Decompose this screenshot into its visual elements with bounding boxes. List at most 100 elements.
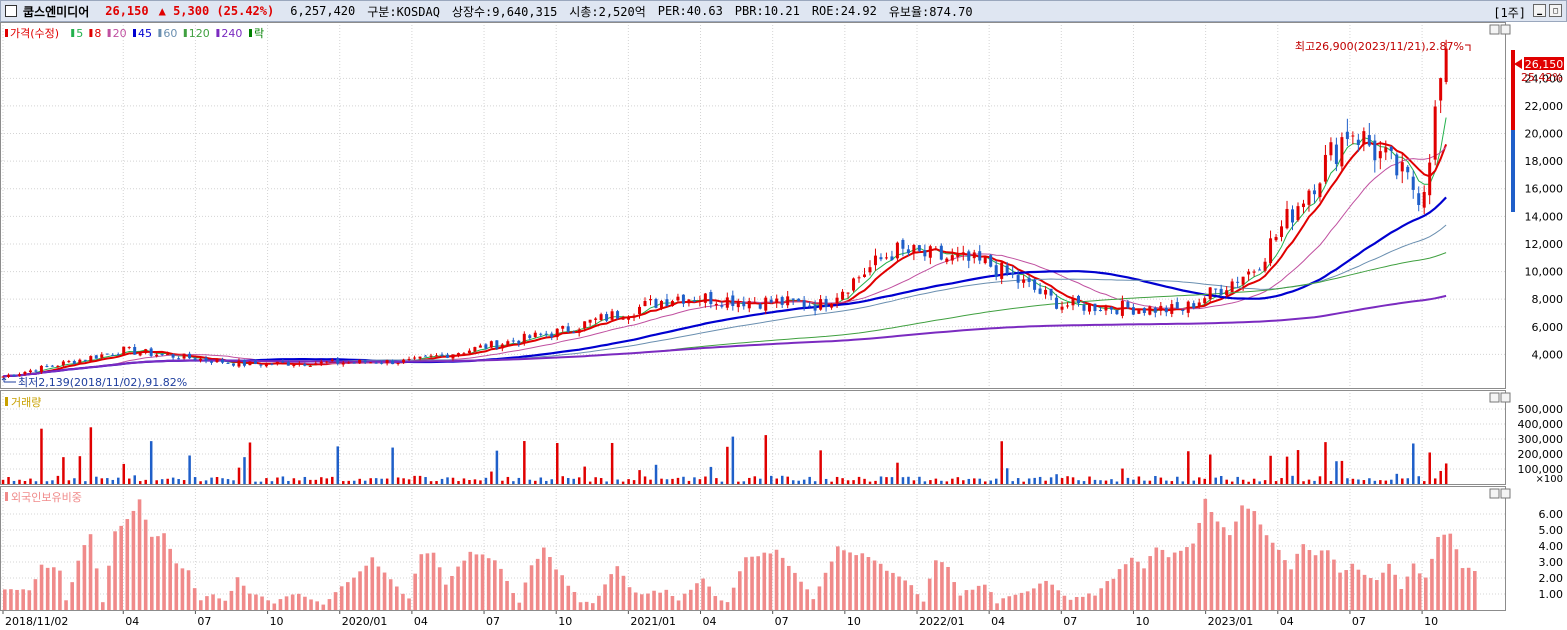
volume-bar xyxy=(281,476,285,484)
candle-body xyxy=(1230,281,1234,293)
volume-bar xyxy=(1252,478,1256,484)
foreign-ratio-bar xyxy=(1319,550,1324,610)
volume-bar xyxy=(1044,480,1047,484)
foreign-ratio-bar xyxy=(217,598,221,610)
candle-body xyxy=(923,250,927,257)
volume-bar xyxy=(1291,475,1294,484)
candle-body xyxy=(374,362,378,364)
price-tick-label: 24,000 xyxy=(1525,72,1564,85)
candle-body xyxy=(676,296,680,301)
volume-bar xyxy=(352,480,356,484)
candle-body xyxy=(517,340,521,344)
candle-body xyxy=(341,362,345,365)
foreign-ratio-bar xyxy=(1093,595,1097,610)
volume-bar xyxy=(550,479,554,484)
candle-body xyxy=(1208,287,1212,300)
foreign-panel-close-icon[interactable] xyxy=(1500,488,1511,499)
volume-panel-minimize-icon[interactable] xyxy=(1489,392,1500,403)
volume-bar xyxy=(78,456,82,484)
candle-body xyxy=(978,251,982,261)
foreign-ratio-bar xyxy=(499,568,503,610)
volume-bar xyxy=(819,450,822,484)
foreign-ratio-bar xyxy=(39,564,44,610)
foreign-ratio-bar xyxy=(162,533,166,610)
volume-bar xyxy=(56,475,60,484)
price-tick-label: 22,000 xyxy=(1525,100,1564,113)
volume-bar xyxy=(583,466,586,484)
foreign-ratio-bar xyxy=(658,592,662,610)
candle-body xyxy=(1159,305,1163,311)
foreign-ratio-bar xyxy=(1185,547,1189,610)
foreign-ratio-bar xyxy=(205,596,209,610)
candle-body xyxy=(522,333,526,343)
candle-body xyxy=(1098,309,1102,311)
maximize-icon[interactable]: □ xyxy=(1549,4,1562,17)
candle-body xyxy=(358,359,362,364)
candle-body xyxy=(429,355,433,357)
volume-bar xyxy=(347,480,350,484)
foreign-ratio-bar xyxy=(578,602,583,610)
price-panel-close-icon[interactable] xyxy=(1500,24,1511,35)
candle-body xyxy=(1312,190,1316,195)
foreign-ratio-bar xyxy=(425,553,430,610)
volume-bar xyxy=(720,481,724,484)
candle-body xyxy=(681,294,685,304)
candle-body xyxy=(270,363,274,365)
foreign-panel-minimize-icon[interactable] xyxy=(1489,488,1500,499)
candle-body xyxy=(692,300,696,302)
foreign-ratio-bar xyxy=(682,593,687,610)
candle-body xyxy=(703,293,707,303)
volume-bar xyxy=(1236,476,1239,484)
foreign-ratio-bar xyxy=(1050,584,1054,610)
volume-bar xyxy=(1115,481,1119,484)
foreign-ratio-bar xyxy=(174,563,179,610)
volume-bar xyxy=(462,478,466,484)
foreign-ratio-bar xyxy=(744,557,748,610)
candle-body xyxy=(643,300,647,307)
volume-bar xyxy=(473,479,477,484)
foreign-ratio-bar xyxy=(1228,535,1232,610)
foreign-ratio-bar xyxy=(811,599,816,610)
volume-bar xyxy=(824,478,828,484)
select-checkbox[interactable] xyxy=(5,5,17,17)
candle-body xyxy=(380,362,384,364)
candle-body xyxy=(100,354,104,358)
price-legend: 가격(수정) 5 8 20 45 60 120 240 락 xyxy=(5,27,264,40)
foreign-ratio-bar xyxy=(1454,549,1459,610)
volume-bar xyxy=(45,481,49,484)
foreign-ratio-bar xyxy=(1338,572,1342,610)
candle-body xyxy=(1263,261,1267,271)
candle-body xyxy=(1044,289,1048,295)
candle-body xyxy=(193,358,197,361)
candle-body xyxy=(39,365,43,373)
period-selector[interactable]: [1주] xyxy=(1493,6,1526,20)
candle-body xyxy=(281,361,285,363)
x-tick-label: 07 xyxy=(1352,615,1366,628)
minimize-icon[interactable]: ▁ xyxy=(1533,4,1546,17)
price-tick-label: 14,000 xyxy=(1525,210,1564,223)
candle-body xyxy=(1422,191,1426,208)
volume-panel-close-icon[interactable] xyxy=(1500,392,1511,403)
foreign-ratio-bar xyxy=(76,560,81,610)
foreign-ratio-bar xyxy=(1111,578,1116,610)
foreign-ratio-bar xyxy=(88,534,93,610)
candle-body xyxy=(237,360,241,367)
candle-body xyxy=(1033,280,1037,290)
candle-body xyxy=(89,356,93,362)
price-panel-minimize-icon[interactable] xyxy=(1489,24,1500,35)
foreign-ratio-bar xyxy=(407,598,411,610)
foreign-ratio-bar xyxy=(137,499,142,610)
candle-body xyxy=(835,297,839,304)
volume-bar xyxy=(693,477,696,484)
foreign-ratio-bar xyxy=(805,589,809,610)
candle-body xyxy=(1296,206,1300,221)
candle-body xyxy=(638,306,642,314)
x-tick-label: 07 xyxy=(1063,615,1077,628)
candle-body xyxy=(1038,288,1042,294)
foreign-ratio-bar xyxy=(395,586,399,610)
foreign-ratio-bar xyxy=(780,557,785,610)
volume-bar xyxy=(523,441,526,484)
foreign-ratio-bar xyxy=(934,560,938,610)
foreign-tick-label: 6.00 xyxy=(1539,508,1564,521)
foreign-ratio-bar xyxy=(823,572,828,610)
